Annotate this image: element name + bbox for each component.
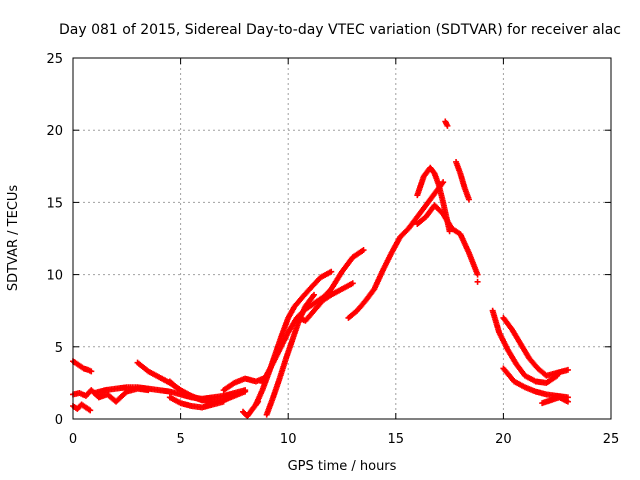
data-point (474, 271, 481, 278)
data-point (564, 366, 571, 373)
series-arc-jump (453, 158, 472, 203)
series-arc-outlier-high (442, 118, 451, 129)
grid-lines (73, 58, 611, 419)
y-axis-label: SDTVAR / TECUs (6, 185, 21, 292)
data-point (440, 179, 447, 186)
series-arc-peak-2 (414, 202, 481, 278)
x-axis-label: GPS time / hours (288, 459, 397, 474)
y-tick-label: 0 (55, 413, 63, 428)
series-arc-peak-1 (414, 164, 453, 235)
x-tick-label: 20 (495, 432, 512, 447)
data-point (88, 368, 95, 375)
series-arc-morning-3 (166, 378, 249, 405)
plot-frame (72, 57, 612, 420)
data-points (70, 118, 571, 420)
data-point (564, 398, 571, 405)
series-arc-decay-1 (489, 307, 561, 386)
y-tick-label: 10 (46, 269, 63, 284)
y-tick-label: 20 (46, 124, 63, 139)
axis-tick-labels: 0 5 10 15 20 25 0 5 10 15 20 25 (46, 52, 619, 447)
series-arc-noon-low (166, 394, 227, 411)
data-point (444, 122, 451, 129)
x-tick-label: 5 (176, 432, 184, 447)
chart-title: Day 081 of 2015, Sidereal Day-to-day VTE… (59, 22, 621, 38)
data-point (242, 388, 249, 395)
y-tick-label: 5 (55, 341, 63, 356)
series-arc-outlier-mid (474, 278, 481, 285)
data-point (311, 291, 318, 298)
data-point (360, 247, 367, 254)
series-arc-decay-2 (500, 314, 571, 379)
data-point (465, 196, 472, 203)
x-tick-label: 10 (280, 432, 297, 447)
data-point (349, 280, 356, 287)
x-tick-label: 15 (388, 432, 405, 447)
y-tick-label: 25 (46, 52, 63, 67)
series-arc-hump (317, 247, 367, 304)
axis-ticks (72, 57, 612, 420)
x-tick-label: 0 (69, 432, 77, 447)
series-arc-late-low (539, 394, 571, 407)
x-tick-label: 25 (603, 432, 620, 447)
series-arc-early-high (70, 358, 95, 375)
y-tick-label: 15 (46, 196, 63, 211)
series-arc-morning-1 (91, 384, 249, 402)
series-arc-afternoon (345, 179, 447, 321)
data-point (220, 398, 227, 405)
data-point (474, 278, 481, 285)
data-point (87, 407, 94, 414)
data-point (328, 268, 335, 275)
